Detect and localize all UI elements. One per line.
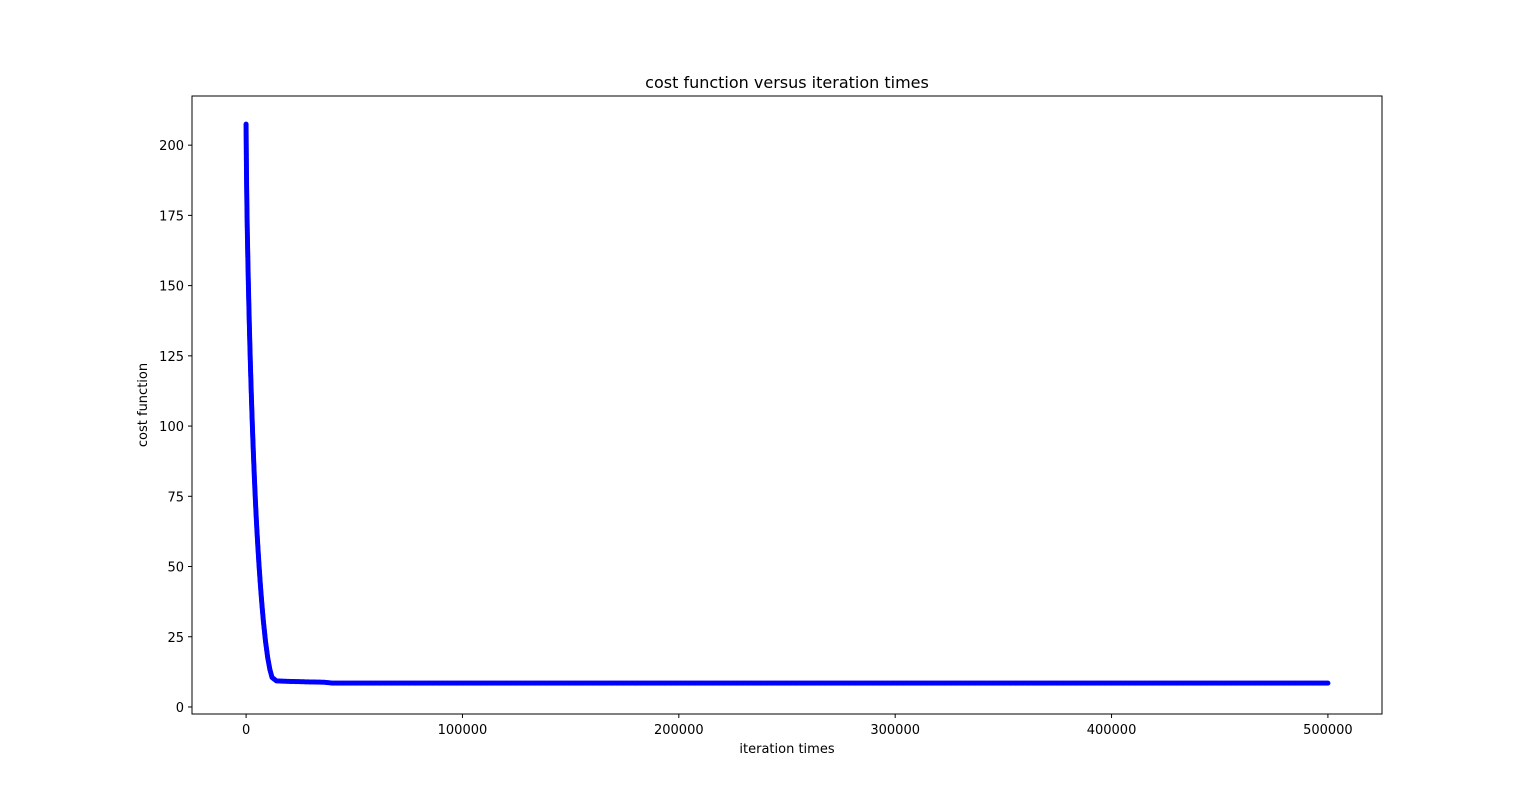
y-tick-label: 75 [167,490,184,505]
y-tick-label: 200 [159,139,184,154]
y-tick-label: 25 [167,631,184,646]
x-axis-ticks: 0 100000 200000 300000 400000 500000 [242,714,1353,738]
x-tick-label: 500000 [1303,723,1353,738]
x-axis-label: iteration times [739,742,834,757]
y-axis-label: cost function [136,363,151,447]
data-points-layer [243,121,1331,686]
y-tick-label: 125 [159,350,184,365]
x-tick-label: 100000 [438,723,488,738]
x-tick-label: 300000 [870,723,920,738]
y-tick-label: 0 [176,701,184,716]
plot-area-frame [191,95,1383,715]
x-tick-label: 0 [242,723,250,738]
y-tick-label: 175 [159,209,184,224]
data-point [1325,680,1331,686]
y-tick-label: 100 [159,420,184,435]
x-tick-label: 400000 [1087,723,1137,738]
x-tick-label: 200000 [654,723,704,738]
y-tick-label: 50 [167,561,184,576]
chart-title: cost function versus iteration times [645,73,929,92]
y-axis-ticks: 0 25 50 75 100 125 150 175 200 [159,139,192,716]
y-tick-label: 150 [159,280,184,295]
